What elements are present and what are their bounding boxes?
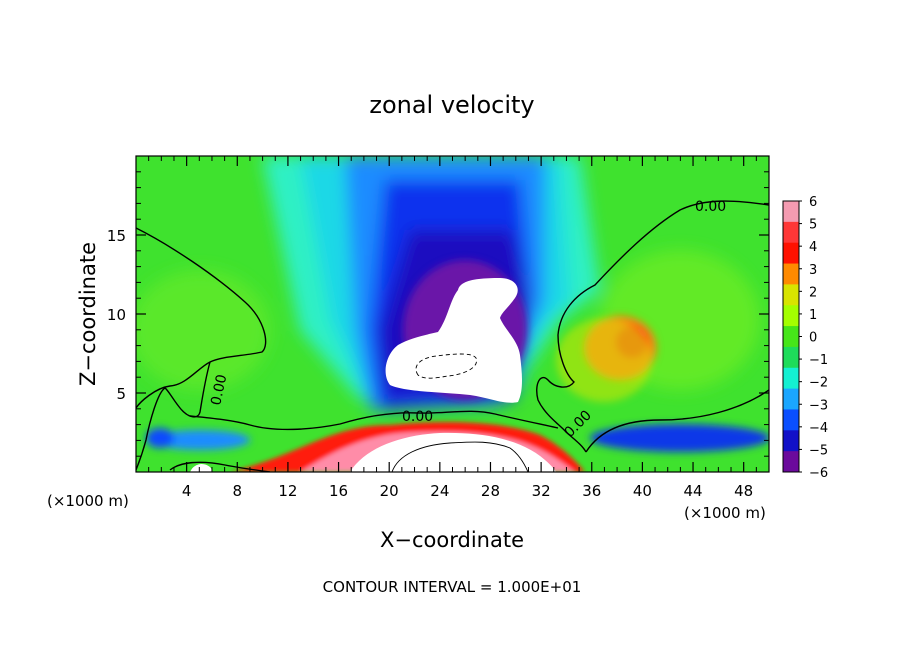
colorbar-label: 2 [809, 285, 817, 300]
x-tick-label: 20 [380, 482, 399, 500]
field-green-left [136, 270, 270, 390]
y-axis-ticks: 5 10 15 [107, 171, 769, 457]
contour-lines [136, 200, 769, 472]
field-blue-patch-left [146, 428, 174, 448]
colorbar-swatch [783, 388, 799, 410]
contour-label-center: 0.00 [402, 409, 433, 425]
colorbar-label: −4 [809, 421, 828, 436]
colorbar-label: 5 [809, 218, 817, 233]
contour-inner-positive [391, 441, 529, 472]
zero-contour-upper-left [136, 227, 267, 409]
velocity-field [136, 156, 769, 472]
field-blue-band-left [150, 430, 250, 450]
colorbar-swatch [783, 221, 799, 244]
colorbar-label: −6 [809, 466, 828, 481]
colorbar-swatch [783, 409, 799, 431]
colorbar-swatch [783, 367, 799, 390]
x-tick-label: 48 [734, 482, 753, 500]
x-axis-title: X−coordinate [380, 528, 524, 552]
zero-contour-right [536, 200, 769, 453]
contour-inner-negative [415, 353, 477, 379]
zero-contour-left-lobe [136, 361, 211, 471]
x-tick-label: 28 [481, 482, 500, 500]
y-tick-label: 15 [107, 227, 126, 245]
zero-contour-right-low [585, 389, 769, 453]
colorbar-swatch [783, 451, 799, 473]
colorbar-swatch [783, 242, 799, 265]
colorbar-label: 1 [809, 308, 817, 323]
colorbar-swatch [783, 346, 799, 369]
contour-label-left: 0.00 [208, 373, 230, 407]
colorbar-swatch [783, 201, 799, 223]
saturated-positive-region [350, 432, 556, 472]
chart-title: zonal velocity [369, 91, 534, 119]
x-tick-label: 40 [633, 482, 652, 500]
x-tick-label: 24 [430, 482, 449, 500]
colorbar-label: 3 [809, 263, 817, 278]
x-axis-ticks: 4 8 12 16 20 24 28 32 36 40 44 48 [148, 156, 757, 500]
y-tick-label: 10 [107, 306, 126, 324]
colorbar: 6 5 4 3 2 1 0 −1 −2 −3 −4 −5 −6 [782, 195, 828, 481]
colorbar-label: −1 [809, 353, 828, 368]
saturated-negative-region [385, 278, 522, 403]
x-unit-label-left: (×1000 m) [47, 492, 129, 510]
colorbar-swatch [783, 284, 799, 306]
colorbar-label: 0 [809, 331, 817, 346]
colorbar-label: −5 [809, 443, 828, 458]
contour-label-upper-right: 0.00 [695, 199, 726, 215]
x-unit-label-right: (×1000 m) [684, 504, 766, 522]
colorbar-swatch [783, 263, 799, 285]
colorbar-label: −3 [809, 398, 828, 413]
colorbar-swatch [783, 430, 799, 452]
y-axis-title: Z−coordinate [76, 242, 100, 386]
colorbar-label: −2 [809, 376, 828, 391]
x-tick-label: 32 [532, 482, 551, 500]
zero-contour-center [189, 410, 559, 431]
contour-interval-note: CONTOUR INTERVAL = 1.000E+01 [323, 578, 582, 596]
colorbar-swatch [783, 326, 799, 348]
colorbar-label: 4 [809, 240, 817, 255]
x-tick-label: 8 [233, 482, 243, 500]
x-tick-label: 36 [582, 482, 601, 500]
field-yellow-halo [556, 318, 652, 402]
x-tick-label: 12 [278, 482, 297, 500]
zero-contour-bottom-left [169, 461, 271, 472]
y-tick-label: 5 [116, 385, 126, 403]
x-tick-label: 16 [329, 482, 348, 500]
colorbar-label: 6 [809, 195, 817, 210]
x-tick-label: 44 [683, 482, 702, 500]
colorbar-swatch [783, 305, 799, 327]
saturated-positive-blob [190, 464, 213, 472]
field-blue-band-right [590, 424, 769, 452]
x-tick-label: 4 [182, 482, 192, 500]
